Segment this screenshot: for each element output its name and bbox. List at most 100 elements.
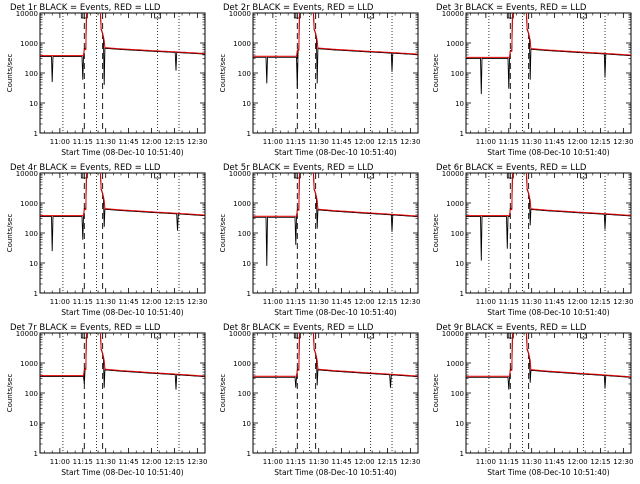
marker-flag xyxy=(506,173,514,179)
x-tick-label: 11:45 xyxy=(545,298,565,306)
x-tick-label: 12:00 xyxy=(141,458,161,466)
series-group xyxy=(466,13,631,95)
y-axis-label: Counts/sec xyxy=(6,54,14,93)
x-tick-label: 12:15 xyxy=(164,298,184,306)
marker-flag xyxy=(293,13,301,19)
y-tick-label: 10 xyxy=(29,100,38,108)
marker-flag xyxy=(580,173,588,179)
marker-flag xyxy=(154,333,162,339)
lld-series-line xyxy=(466,333,631,378)
panel-det-4r: Det 4r BLACK = Events, RED = LLD Counts/s… xyxy=(6,163,207,317)
series-group xyxy=(466,173,631,261)
x-tick-label: 11:15 xyxy=(499,138,519,146)
lld-series-line xyxy=(253,173,418,217)
panel-det-3r: Det 3r BLACK = Events, RED = LLD Counts/s… xyxy=(432,3,633,157)
y-tick-label: 100 xyxy=(238,390,251,398)
marker-flag xyxy=(154,173,162,179)
x-tick-label: 11:00 xyxy=(476,138,496,146)
x-tick-label: 11:45 xyxy=(332,138,352,146)
panel-det-5r: Det 5r BLACK = Events, RED = LLD Counts/s… xyxy=(219,163,420,317)
x-tick-label: 11:45 xyxy=(332,298,352,306)
events-series-line xyxy=(40,13,205,85)
series-group xyxy=(40,333,205,390)
y-axis-label: Counts/sec xyxy=(219,214,227,253)
x-tick-label: 11:00 xyxy=(263,138,283,146)
y-axis-label: Counts/sec xyxy=(6,214,14,253)
x-tick-label: 12:30 xyxy=(400,298,420,306)
y-tick-label: 100 xyxy=(451,70,464,78)
y-tick-label: 10 xyxy=(29,260,38,268)
x-tick-label: 11:30 xyxy=(522,458,542,466)
marker-flag xyxy=(80,333,88,339)
panel-det-2r: Det 2r BLACK = Events, RED = LLD Counts/s… xyxy=(219,3,420,157)
panel-title: Det 6r BLACK = Events, RED = LLD xyxy=(436,163,587,173)
x-tick-label: 12:15 xyxy=(590,458,610,466)
panel-title: Det 9r BLACK = Events, RED = LLD xyxy=(436,323,587,333)
x-tick-label: 11:15 xyxy=(73,138,93,146)
panel-title: Det 4r BLACK = Events, RED = LLD xyxy=(10,163,161,173)
x-tick-label: 12:30 xyxy=(187,138,207,146)
x-tick-label: 11:15 xyxy=(73,298,93,306)
events-series-line xyxy=(253,13,418,89)
marker-flag xyxy=(506,333,514,339)
lld-series-line xyxy=(40,333,205,377)
series-group xyxy=(40,13,205,85)
series-group xyxy=(253,173,418,266)
y-tick-label: 10000 xyxy=(16,330,38,338)
lld-series-line xyxy=(253,333,418,377)
events-series-line xyxy=(466,13,631,95)
y-tick-label: 1000 xyxy=(233,200,251,208)
series-group xyxy=(466,333,631,390)
x-tick-label: 11:15 xyxy=(499,298,519,306)
marker-flag xyxy=(293,173,301,179)
marker-flag xyxy=(367,13,375,19)
x-tick-label: 12:00 xyxy=(567,298,587,306)
events-series-line xyxy=(40,173,205,252)
x-tick-label: 11:45 xyxy=(119,138,139,146)
x-tick-label: 11:15 xyxy=(499,458,519,466)
series-group xyxy=(253,333,418,388)
y-axis-label: Counts/sec xyxy=(432,54,440,93)
x-tick-label: 12:15 xyxy=(590,298,610,306)
y-tick-label: 10000 xyxy=(16,10,38,18)
x-tick-label: 12:00 xyxy=(567,138,587,146)
y-tick-label: 1000 xyxy=(446,360,464,368)
x-axis-label: Start Time (08-Dec-10 10:51:40) xyxy=(61,468,183,477)
panel-det-8r: Det 8r BLACK = Events, RED = LLD Counts/s… xyxy=(219,323,420,477)
x-axis-label: Start Time (08-Dec-10 10:51:40) xyxy=(274,148,396,157)
y-tick-label: 100 xyxy=(25,390,38,398)
x-axis-label: Start Time (08-Dec-10 10:51:40) xyxy=(274,308,396,317)
marker-flag xyxy=(154,13,162,19)
x-tick-label: 12:00 xyxy=(141,298,161,306)
marker-flag xyxy=(367,173,375,179)
lld-series-line xyxy=(40,13,205,57)
events-series-line xyxy=(40,333,205,390)
x-tick-label: 11:15 xyxy=(286,298,306,306)
x-tick-label: 12:30 xyxy=(613,298,633,306)
panel-title: Det 7r BLACK = Events, RED = LLD xyxy=(10,323,161,333)
x-tick-label: 11:30 xyxy=(309,298,329,306)
x-tick-label: 12:15 xyxy=(164,458,184,466)
y-tick-label: 10 xyxy=(242,260,251,268)
marker-flag xyxy=(580,333,588,339)
events-series-line xyxy=(466,173,631,261)
y-tick-label: 1000 xyxy=(446,40,464,48)
x-tick-label: 12:00 xyxy=(354,298,374,306)
panel-det-6r: Det 6r BLACK = Events, RED = LLD Counts/s… xyxy=(432,163,633,317)
marker-flag xyxy=(293,333,301,339)
x-tick-label: 11:45 xyxy=(545,458,565,466)
y-axis-label: Counts/sec xyxy=(432,214,440,253)
x-tick-label: 11:30 xyxy=(96,298,116,306)
x-axis-label: Start Time (08-Dec-10 10:51:40) xyxy=(61,148,183,157)
x-tick-label: 11:30 xyxy=(309,138,329,146)
x-tick-label: 11:30 xyxy=(96,458,116,466)
y-tick-label: 10 xyxy=(455,260,464,268)
y-tick-label: 1 xyxy=(460,130,464,138)
y-tick-label: 1000 xyxy=(20,200,38,208)
x-tick-label: 12:15 xyxy=(377,458,397,466)
x-tick-label: 11:30 xyxy=(522,138,542,146)
y-tick-label: 10 xyxy=(29,420,38,428)
y-tick-label: 100 xyxy=(25,70,38,78)
